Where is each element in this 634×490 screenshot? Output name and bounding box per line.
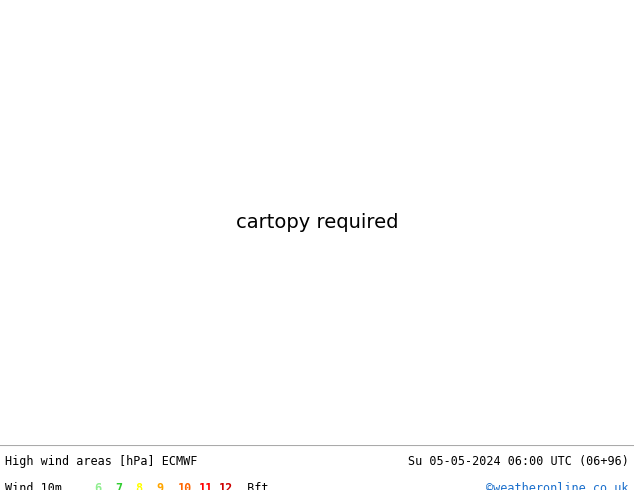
Text: 7: 7 [115, 482, 122, 490]
Text: Wind 10m: Wind 10m [5, 482, 62, 490]
Text: 8: 8 [136, 482, 143, 490]
Text: 12: 12 [219, 482, 233, 490]
Text: 10: 10 [178, 482, 191, 490]
Text: cartopy required: cartopy required [236, 213, 398, 232]
Text: Su 05-05-2024 06:00 UTC (06+96): Su 05-05-2024 06:00 UTC (06+96) [408, 455, 629, 468]
Text: 6: 6 [94, 482, 101, 490]
Text: ©weatheronline.co.uk: ©weatheronline.co.uk [486, 482, 629, 490]
Text: 9: 9 [157, 482, 164, 490]
Text: High wind areas [hPa] ECMWF: High wind areas [hPa] ECMWF [5, 455, 197, 468]
Text: Bft: Bft [240, 482, 269, 490]
Text: 11: 11 [198, 482, 212, 490]
